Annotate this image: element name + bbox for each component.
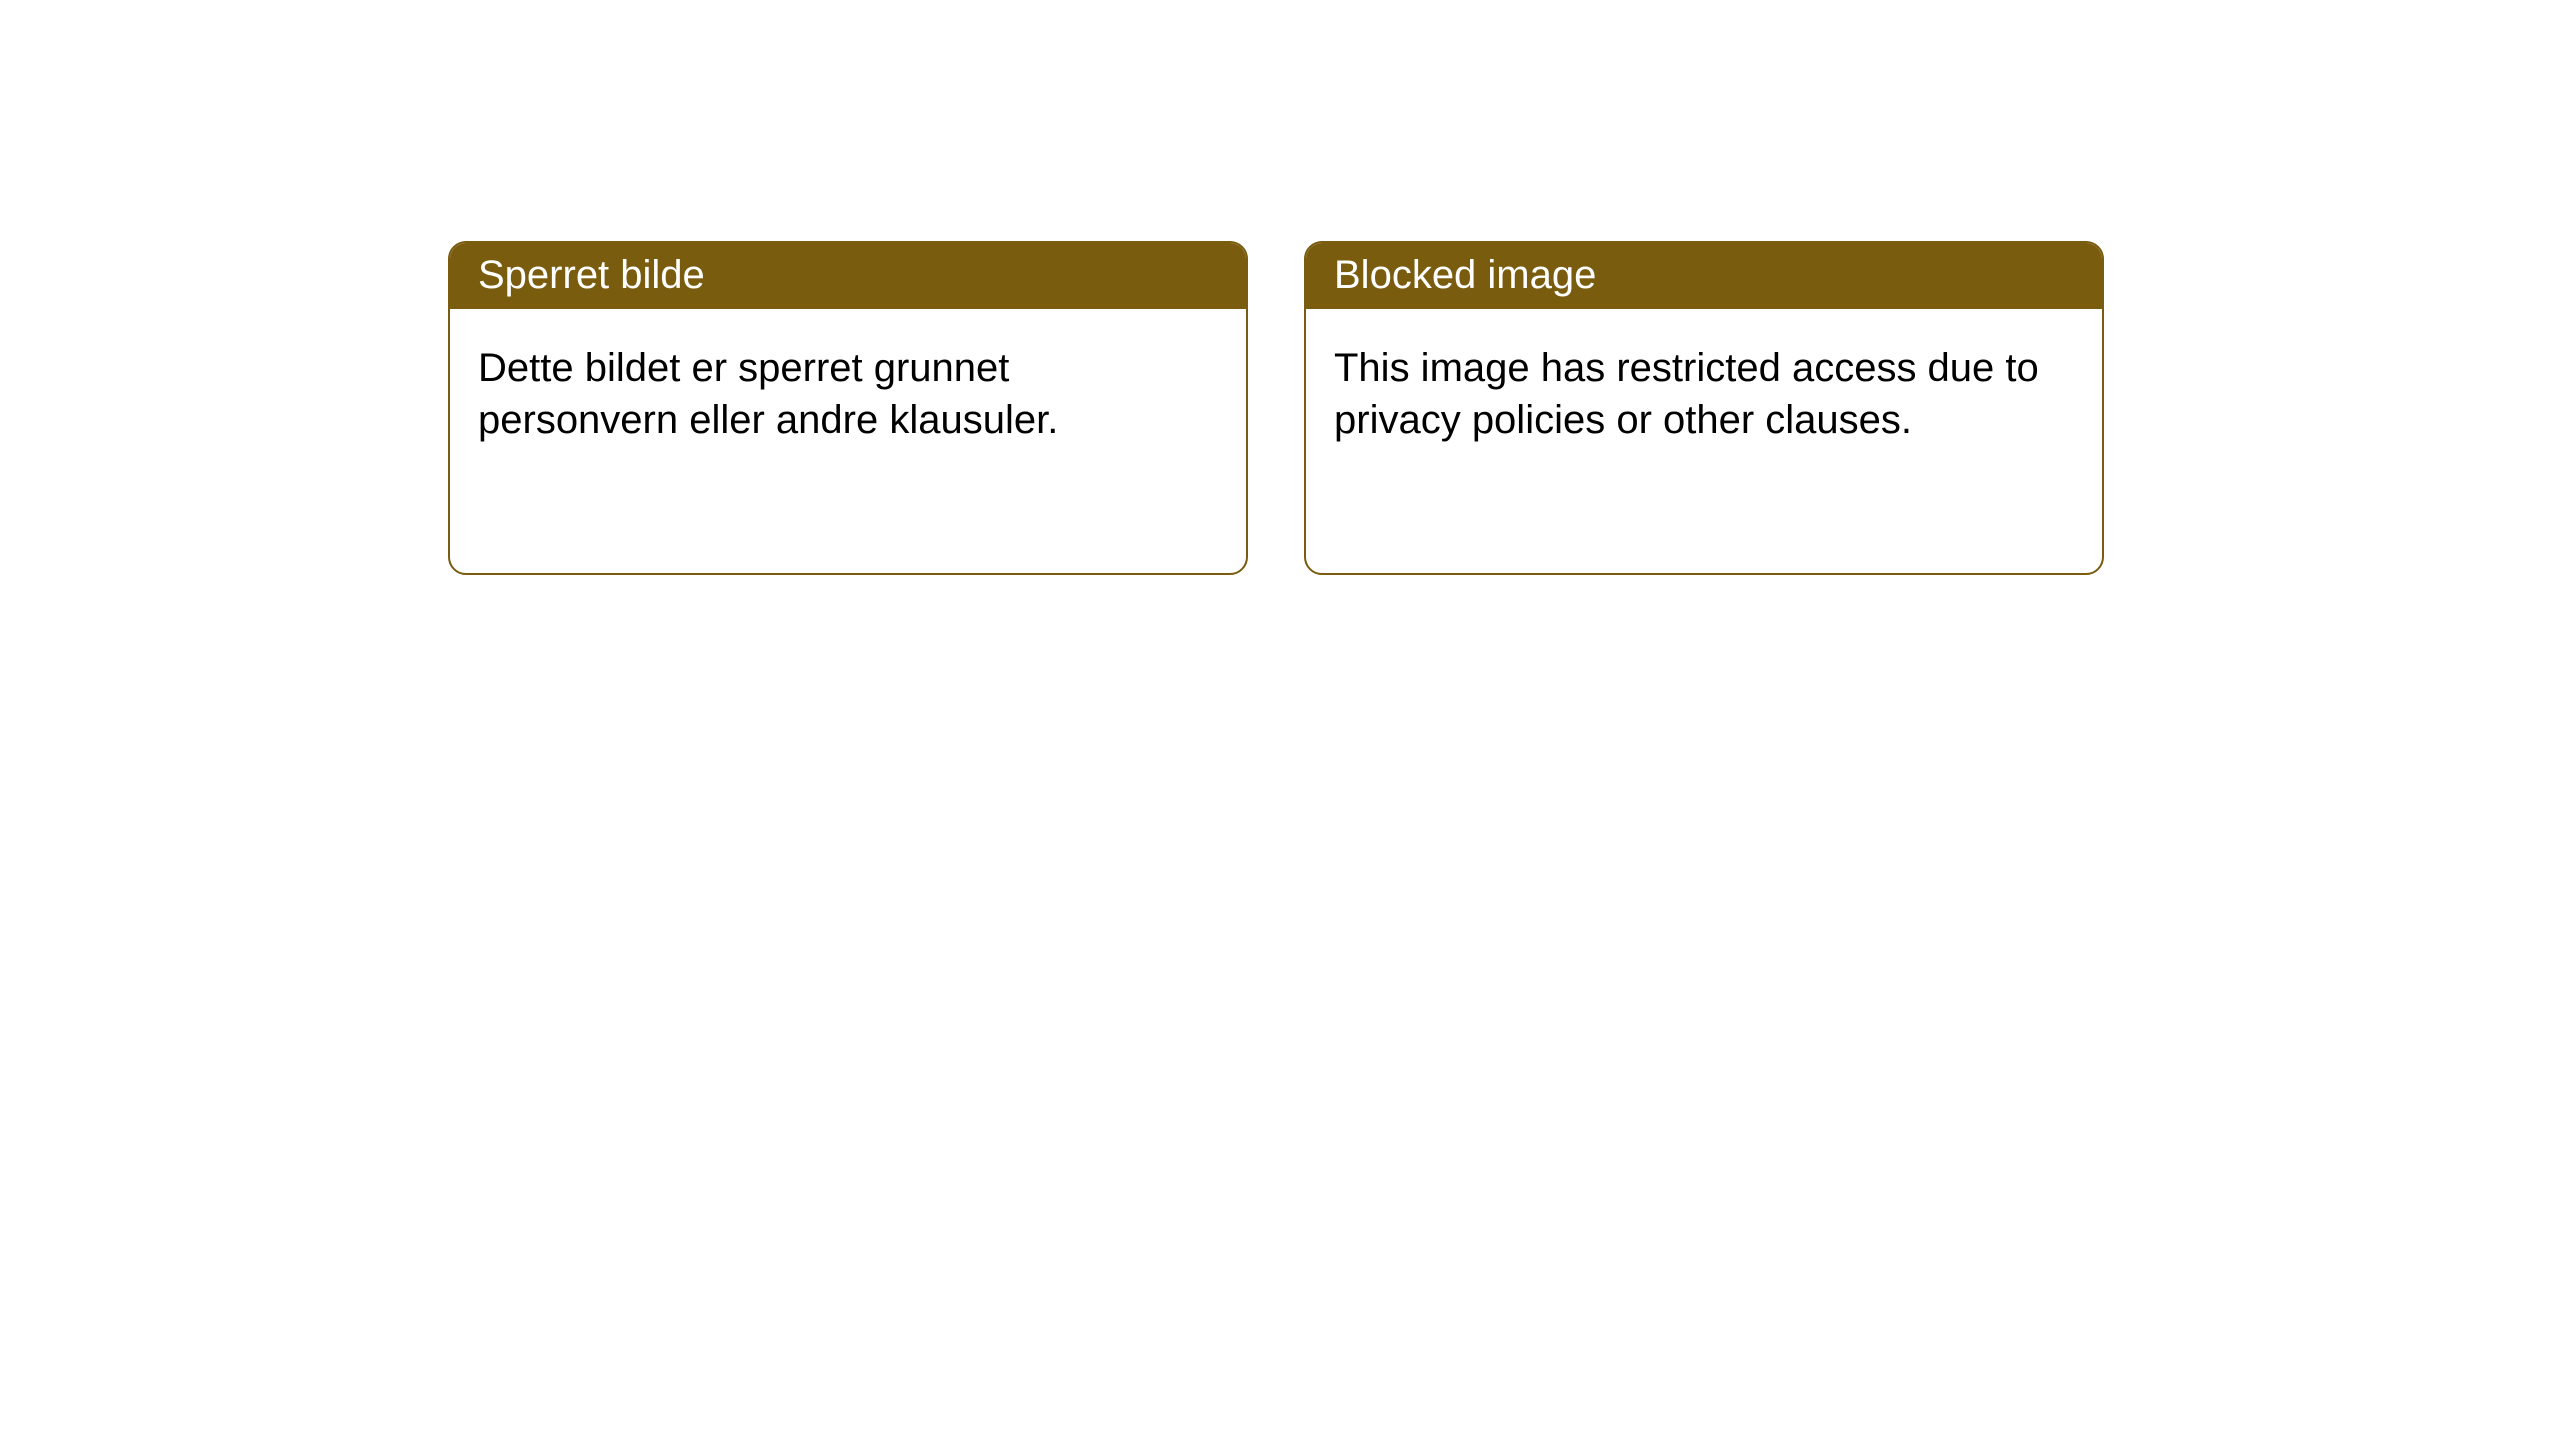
card-title: Blocked image	[1334, 253, 1596, 297]
card-header: Sperret bilde	[450, 243, 1246, 309]
card-body: This image has restricted access due to …	[1306, 309, 2102, 479]
card-body: Dette bildet er sperret grunnet personve…	[450, 309, 1246, 479]
card-header: Blocked image	[1306, 243, 2102, 309]
notice-container: Sperret bilde Dette bildet er sperret gr…	[0, 0, 2560, 575]
card-body-text: Dette bildet er sperret grunnet personve…	[478, 346, 1058, 442]
blocked-image-card-en: Blocked image This image has restricted …	[1304, 241, 2104, 575]
card-body-text: This image has restricted access due to …	[1334, 346, 2039, 442]
blocked-image-card-no: Sperret bilde Dette bildet er sperret gr…	[448, 241, 1248, 575]
card-title: Sperret bilde	[478, 253, 705, 297]
